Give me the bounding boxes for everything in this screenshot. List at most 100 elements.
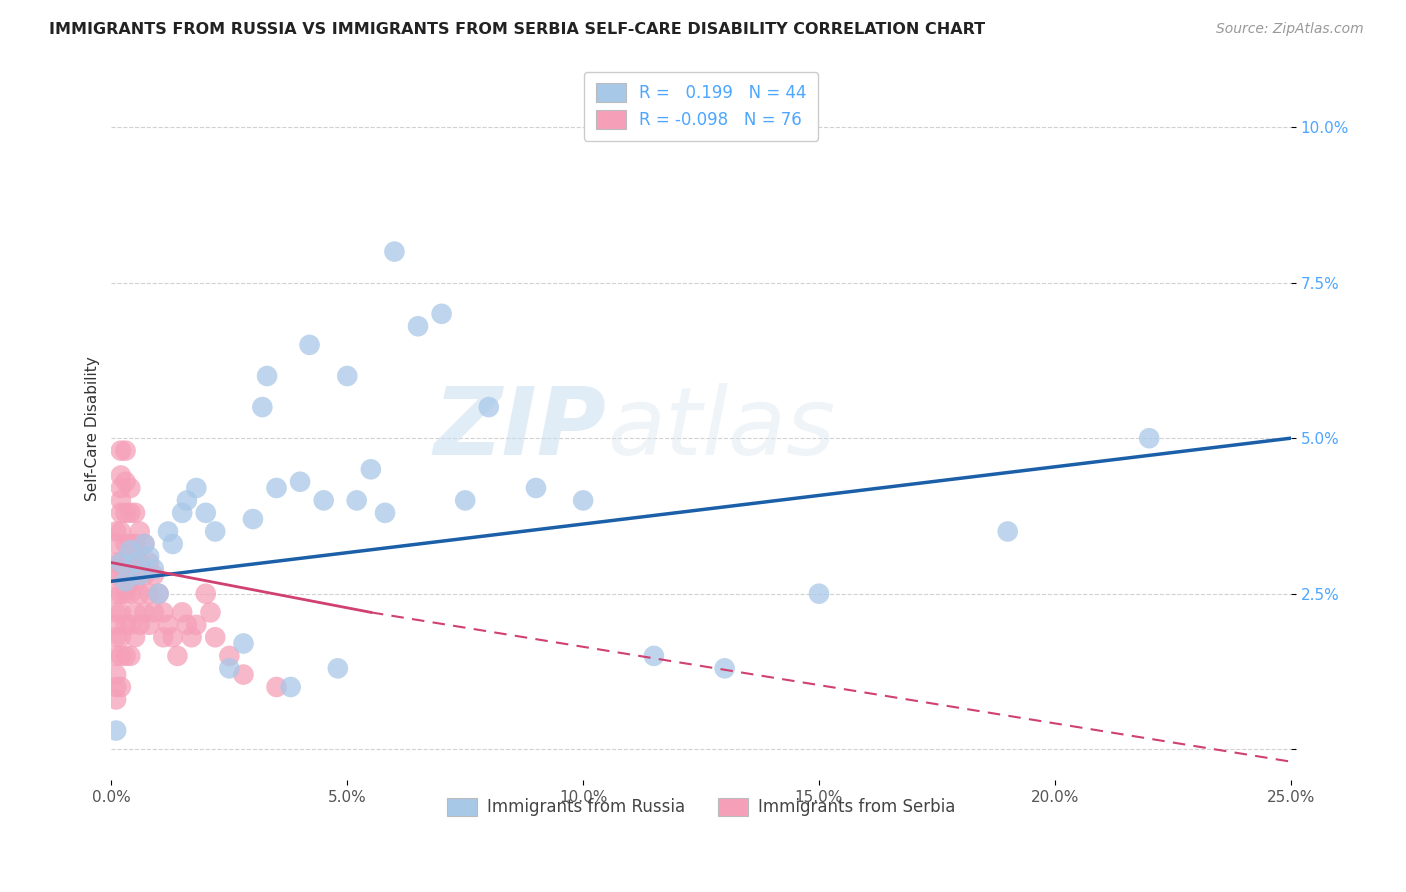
Point <box>128 524 150 539</box>
Point <box>105 617 128 632</box>
Point <box>124 630 146 644</box>
Point <box>134 537 156 551</box>
Point <box>186 481 208 495</box>
Text: Source: ZipAtlas.com: Source: ZipAtlas.com <box>1216 22 1364 37</box>
Point <box>138 556 160 570</box>
Point <box>105 667 128 681</box>
Point <box>120 537 142 551</box>
Point <box>105 630 128 644</box>
Point <box>142 568 165 582</box>
Point <box>152 606 174 620</box>
Point <box>194 506 217 520</box>
Point <box>110 648 132 663</box>
Point <box>105 537 128 551</box>
Point <box>312 493 335 508</box>
Point <box>172 606 194 620</box>
Point <box>643 648 665 663</box>
Point <box>997 524 1019 539</box>
Point <box>326 661 349 675</box>
Point <box>110 606 132 620</box>
Text: atlas: atlas <box>607 384 835 475</box>
Point <box>120 543 142 558</box>
Point <box>162 630 184 644</box>
Legend: Immigrants from Russia, Immigrants from Serbia: Immigrants from Russia, Immigrants from … <box>439 789 965 825</box>
Point <box>128 568 150 582</box>
Point <box>138 549 160 564</box>
Point <box>124 506 146 520</box>
Point <box>114 537 136 551</box>
Point <box>204 630 226 644</box>
Point <box>346 493 368 508</box>
Point <box>105 587 128 601</box>
Point <box>110 468 132 483</box>
Point <box>128 587 150 601</box>
Point <box>110 481 132 495</box>
Point <box>142 606 165 620</box>
Point <box>148 587 170 601</box>
Point <box>128 617 150 632</box>
Point <box>114 443 136 458</box>
Point <box>134 537 156 551</box>
Point <box>454 493 477 508</box>
Point <box>124 556 146 570</box>
Point <box>374 506 396 520</box>
Point <box>194 587 217 601</box>
Point <box>172 506 194 520</box>
Point <box>138 587 160 601</box>
Point <box>124 556 146 570</box>
Point <box>110 556 132 570</box>
Point <box>114 587 136 601</box>
Point <box>110 493 132 508</box>
Point <box>124 606 146 620</box>
Point <box>105 648 128 663</box>
Point <box>266 680 288 694</box>
Point <box>162 537 184 551</box>
Point <box>176 493 198 508</box>
Point <box>110 443 132 458</box>
Point <box>157 524 180 539</box>
Point <box>110 630 132 644</box>
Point <box>114 506 136 520</box>
Point <box>110 587 132 601</box>
Point <box>142 562 165 576</box>
Point <box>242 512 264 526</box>
Point <box>114 475 136 489</box>
Point <box>105 680 128 694</box>
Point <box>298 338 321 352</box>
Point <box>105 524 128 539</box>
Point <box>166 648 188 663</box>
Point <box>114 574 136 589</box>
Point <box>105 556 128 570</box>
Point <box>114 556 136 570</box>
Y-axis label: Self-Care Disability: Self-Care Disability <box>86 357 100 501</box>
Point <box>120 481 142 495</box>
Point <box>114 568 136 582</box>
Point <box>266 481 288 495</box>
Point <box>288 475 311 489</box>
Point <box>138 617 160 632</box>
Point <box>110 568 132 582</box>
Point <box>360 462 382 476</box>
Point <box>808 587 831 601</box>
Point <box>114 648 136 663</box>
Point <box>218 661 240 675</box>
Point <box>105 692 128 706</box>
Point <box>280 680 302 694</box>
Point <box>430 307 453 321</box>
Point <box>384 244 406 259</box>
Point <box>120 587 142 601</box>
Point <box>232 667 254 681</box>
Point <box>406 319 429 334</box>
Text: ZIP: ZIP <box>434 383 607 475</box>
Text: IMMIGRANTS FROM RUSSIA VS IMMIGRANTS FROM SERBIA SELF-CARE DISABILITY CORRELATIO: IMMIGRANTS FROM RUSSIA VS IMMIGRANTS FRO… <box>49 22 986 37</box>
Point <box>1137 431 1160 445</box>
Point <box>120 556 142 570</box>
Point <box>157 617 180 632</box>
Point <box>124 574 146 589</box>
Point <box>176 617 198 632</box>
Point <box>110 506 132 520</box>
Point <box>232 636 254 650</box>
Point <box>713 661 735 675</box>
Point <box>218 648 240 663</box>
Point <box>114 617 136 632</box>
